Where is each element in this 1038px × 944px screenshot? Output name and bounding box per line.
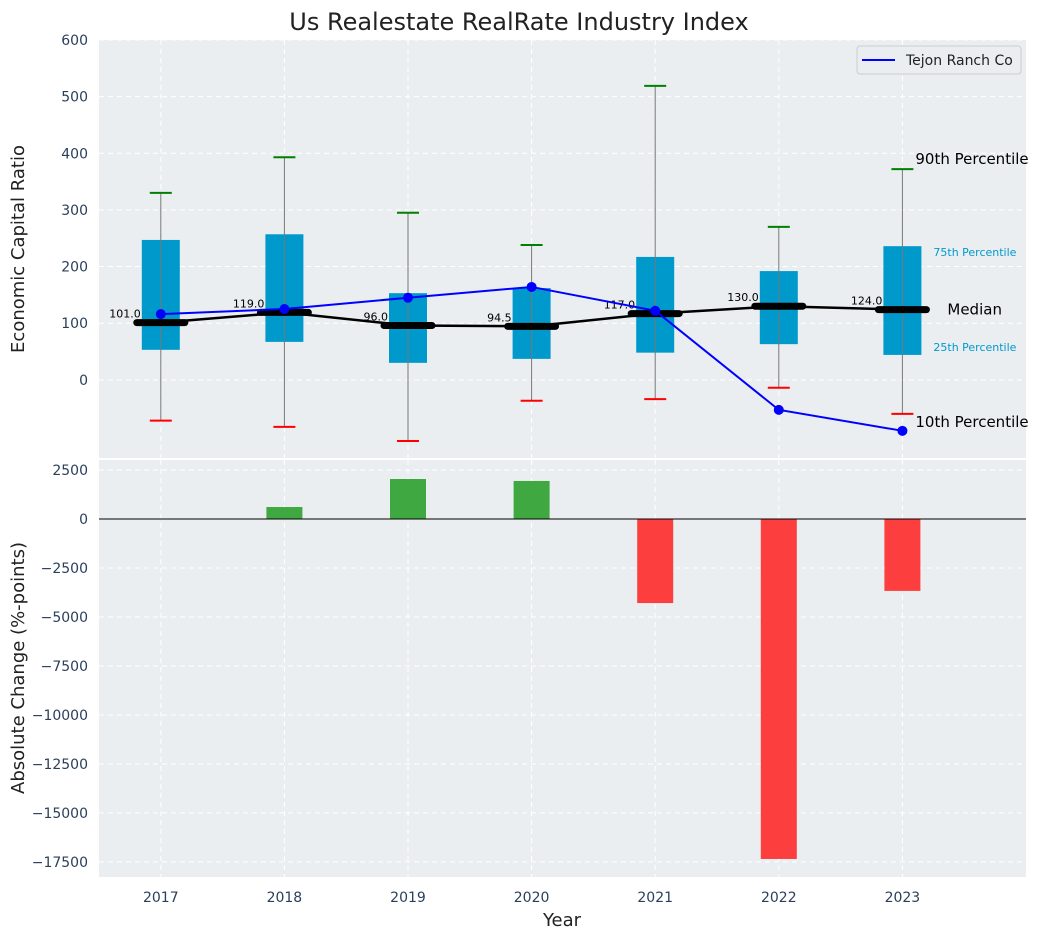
top-y-tick-label: 200	[61, 260, 88, 276]
top-y-tick-label: 400	[61, 146, 88, 162]
change-bar-2023	[884, 518, 921, 591]
x-tick-label: 2020	[514, 890, 550, 906]
bottom-y-tick-label: −2500	[41, 561, 88, 577]
bottom-y-tick-label: 0	[79, 512, 88, 528]
bottom-y-tick-label: −10000	[32, 708, 88, 724]
legend-label: Tejon Ranch Co	[905, 53, 1013, 69]
legend: Tejon Ranch Co	[856, 45, 1022, 75]
bottom-y-tick-label: −5000	[41, 610, 88, 626]
annotation-p10: 10th Percentile	[915, 413, 1028, 431]
annotation-p90: 90th Percentile	[915, 150, 1028, 168]
top-y-tick-label: 100	[61, 316, 88, 332]
top-y-tick-label: 500	[61, 90, 88, 106]
bottom-y-tick-label: −15000	[32, 806, 88, 822]
legend-box	[856, 45, 1022, 75]
chart-title: Us Realestate RealRate Industry Index	[289, 8, 748, 36]
bottom-plot-area	[99, 460, 1026, 877]
x-tick-label: 2022	[761, 890, 797, 906]
change-bar-2019	[390, 479, 426, 519]
bottom-y-tick-label: −12500	[32, 757, 88, 773]
bottom-y-axis-label: Absolute Change (%-points)	[8, 542, 29, 794]
series-point	[155, 309, 166, 320]
top-y-tick-label: 300	[61, 203, 88, 219]
change-bar-2020	[513, 480, 550, 519]
series-point	[650, 305, 661, 316]
x-tick-label: 2019	[390, 890, 426, 906]
median-value-label: 119.0	[233, 297, 265, 310]
change-bar-2021	[637, 518, 674, 604]
top-y-tick-label: 600	[61, 33, 88, 49]
x-tick-label: 2017	[143, 890, 179, 906]
bottom-y-tick-label: 2500	[52, 463, 88, 479]
median-value-label: 101.0	[109, 308, 141, 321]
bottom-y-tick-label: −7500	[41, 659, 88, 675]
series-point	[279, 304, 290, 315]
change-bar-2018	[266, 507, 303, 519]
annotation-median: Median	[947, 301, 1002, 319]
top-y-axis-label: Economic Capital Ratio	[8, 145, 29, 353]
series-point	[403, 292, 413, 303]
median-value-label: 96.0	[364, 310, 389, 323]
bottom-y-tick-label: −17500	[32, 855, 88, 871]
median-value-label: 124.0	[851, 295, 883, 308]
median-value-label: 130.0	[727, 291, 759, 304]
series-point	[526, 281, 537, 292]
x-tick-label: 2021	[637, 890, 673, 906]
change-bar-2022	[760, 518, 797, 859]
x-axis-label: Year	[542, 910, 582, 931]
median-value-label: 94.5	[487, 311, 512, 324]
x-tick-label: 2018	[267, 890, 303, 906]
annotation-p25: 25th Percentile	[933, 341, 1016, 354]
x-tick-label: 2023	[885, 890, 921, 906]
top-plot-area	[99, 40, 1026, 458]
series-point	[897, 425, 908, 436]
top-y-tick-label: 0	[79, 373, 88, 389]
annotation-p75: 75th Percentile	[933, 246, 1016, 259]
series-point	[773, 404, 784, 415]
